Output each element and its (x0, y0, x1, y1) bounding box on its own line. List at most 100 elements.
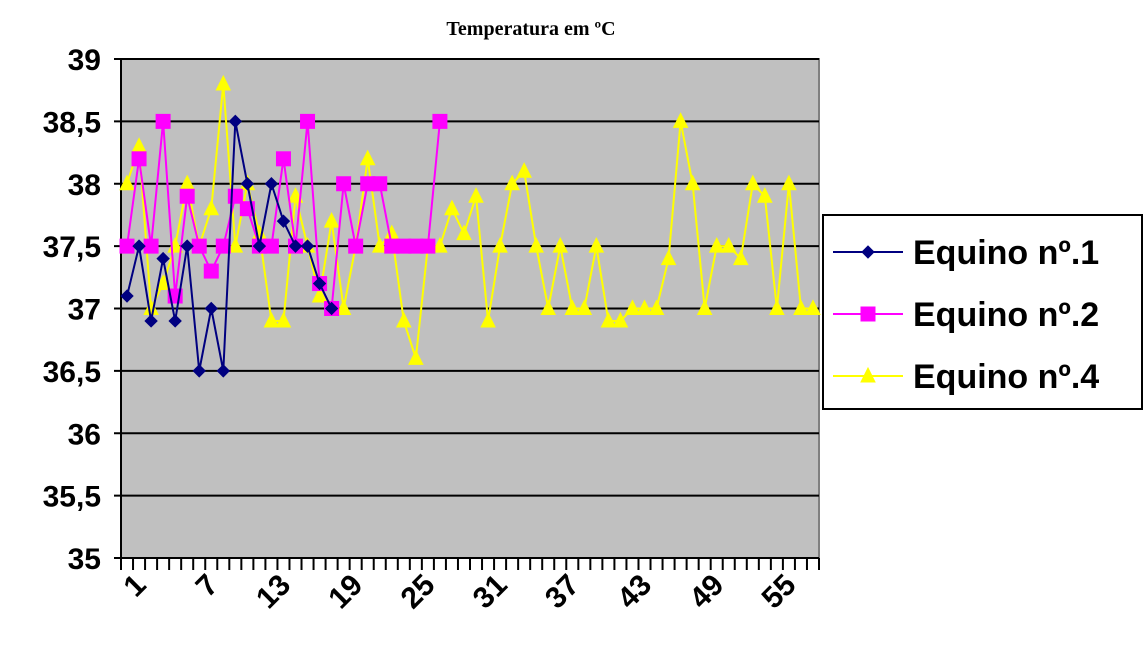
x-tick-label: 19 (322, 568, 369, 615)
data-point (132, 239, 146, 253)
data-point (708, 237, 725, 253)
x-tick-label: 37 (539, 568, 586, 615)
data-point (528, 237, 544, 253)
data-point (119, 174, 135, 191)
data-point (576, 299, 593, 315)
legend-entry: Equino nº.4 (833, 358, 1099, 396)
data-point (227, 237, 244, 253)
data-point (432, 113, 448, 129)
data-point (444, 199, 460, 216)
data-point (276, 214, 291, 228)
data-point (769, 299, 785, 315)
data-point (396, 311, 412, 328)
x-tick-label: 43 (611, 568, 658, 615)
y-tick-label: 38 (68, 169, 101, 202)
data-point (131, 151, 147, 167)
data-point (335, 299, 352, 315)
data-point (408, 349, 424, 365)
data-point (288, 239, 303, 253)
legend-label: Equino nº.2 (913, 296, 1099, 334)
data-point (781, 174, 797, 191)
data-point (648, 299, 665, 315)
data-point (492, 237, 508, 253)
x-tick-label: 13 (250, 568, 297, 615)
y-tick-label: 38,5 (43, 106, 101, 139)
data-point (468, 187, 484, 203)
data-point (757, 187, 773, 203)
data-point (180, 239, 194, 253)
data-point (287, 187, 304, 203)
legend-marker (861, 245, 875, 259)
data-point (324, 301, 339, 316)
data-point (600, 311, 617, 328)
data-point (684, 174, 701, 191)
data-point (793, 299, 809, 315)
y-tick-label: 35,5 (43, 481, 101, 514)
data-point (120, 289, 134, 303)
data-point (192, 364, 206, 378)
y-tick-label: 35 (68, 543, 101, 576)
data-point (636, 299, 653, 315)
legend-entry: Equino nº.1 (833, 234, 1099, 272)
data-point (275, 311, 292, 328)
data-point (432, 237, 448, 253)
data-point (264, 177, 279, 191)
legend-marker (860, 306, 876, 322)
data-point (227, 188, 243, 204)
y-tick-label: 36,5 (43, 356, 101, 389)
data-point (540, 299, 557, 315)
x-tick-label: 49 (683, 568, 730, 615)
y-tick-label: 36 (68, 418, 101, 451)
y-tick-label: 37,5 (43, 231, 101, 264)
data-point (612, 311, 629, 328)
data-point (216, 364, 231, 378)
legend: Equino nº.1 Equino nº.2 Equino nº.4 (822, 214, 1143, 410)
data-point (552, 237, 569, 253)
data-point (624, 299, 641, 315)
data-point (672, 112, 689, 128)
data-point (336, 176, 352, 192)
data-point (119, 238, 135, 254)
data-point (179, 188, 195, 204)
data-point (240, 177, 255, 191)
data-point (203, 199, 220, 216)
x-tick-label: 1 (118, 568, 153, 603)
data-point (143, 238, 159, 254)
data-point (156, 251, 170, 266)
data-point (504, 174, 520, 191)
data-point (480, 311, 496, 328)
data-point (696, 299, 713, 315)
legend-label: Equino nº.4 (913, 358, 1099, 396)
y-tick-label: 39 (68, 44, 101, 77)
legend-label: Equino nº.1 (913, 234, 1099, 272)
data-point (745, 174, 761, 191)
data-point (312, 276, 327, 291)
data-point (588, 237, 605, 253)
data-point (372, 176, 388, 192)
data-point (516, 162, 532, 178)
data-point (720, 237, 737, 253)
data-point (420, 238, 436, 254)
data-point (359, 149, 376, 166)
x-tick-label: 55 (756, 568, 803, 615)
data-point (252, 239, 267, 253)
y-axis-ticks: 35 35,5 36 36,5 37 37,5 38 38,5 39 (43, 44, 121, 576)
data-point (805, 299, 821, 315)
data-point (144, 314, 158, 328)
data-point (660, 249, 677, 266)
data-point (275, 151, 291, 167)
data-point (155, 113, 171, 129)
x-tick-label: 31 (467, 568, 514, 615)
data-point (300, 113, 316, 129)
data-point (348, 238, 364, 254)
legend-marker (860, 366, 876, 383)
x-tick-label: 7 (190, 568, 225, 603)
y-tick-label: 37 (68, 294, 101, 327)
data-point (168, 314, 182, 328)
data-point (311, 286, 328, 303)
data-point (215, 74, 232, 91)
data-point (456, 224, 472, 241)
data-point (228, 114, 243, 129)
data-point (155, 274, 171, 291)
